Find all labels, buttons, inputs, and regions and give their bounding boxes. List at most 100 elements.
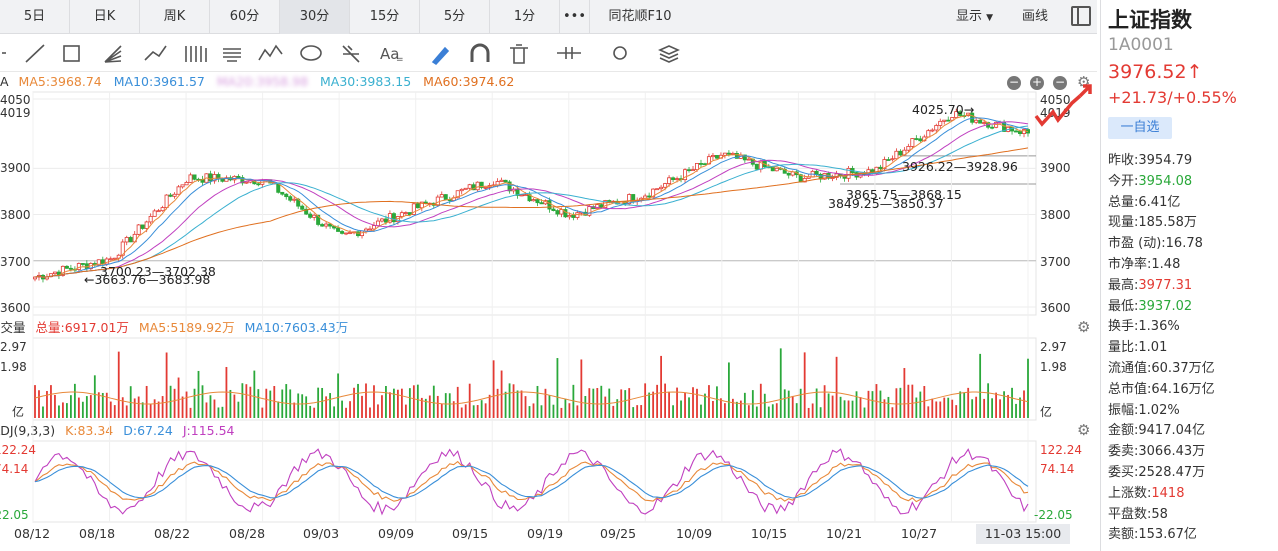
- candle-body: [387, 213, 392, 223]
- candle-body: [830, 177, 835, 179]
- candle-body: [72, 268, 77, 271]
- volume-settings-gear-icon[interactable]: ⚙: [1077, 318, 1091, 336]
- candle-body: [80, 263, 85, 265]
- candle-body: [714, 155, 719, 159]
- candle-body: [679, 178, 684, 181]
- annotation-3: 3849.25—3850.37: [828, 196, 944, 211]
- date-tick: 10/09: [676, 526, 712, 541]
- stats-list: 昨收:3954.79 今开:3954.08 总量:6.41亿 现量:185.58万 市盈…: [1108, 151, 1276, 546]
- candle-body: [336, 227, 341, 232]
- stat-value: 1.02%: [1138, 402, 1180, 418]
- more-tabs-button[interactable]: •••: [560, 0, 590, 34]
- zoom-in-button[interactable]: +: [1030, 75, 1044, 90]
- stat-value: 1.36%: [1138, 319, 1180, 335]
- draw-line-button[interactable]: 画线: [1022, 9, 1049, 24]
- candle-body: [100, 259, 105, 265]
- kdj-d: D:67.24: [123, 423, 173, 438]
- tab-f10[interactable]: 同花顺F10: [608, 9, 672, 24]
- candle-body: [738, 154, 743, 159]
- candle-body: [946, 119, 951, 122]
- candle-body: [172, 193, 177, 197]
- candle-body: [56, 271, 61, 276]
- axis-right-4019: 4019: [1040, 106, 1071, 120]
- candle-body: [958, 111, 963, 116]
- stat-label: 现量:: [1108, 215, 1139, 231]
- display-menu[interactable]: 显示 ▼: [956, 0, 993, 34]
- candle-body: [922, 136, 927, 142]
- candle-body: [910, 138, 915, 147]
- candle-body: [986, 122, 991, 128]
- volume-ma5-line: [34, 391, 1029, 405]
- stat-row: 平盘数:58: [1108, 505, 1276, 526]
- candle-body: [906, 146, 911, 151]
- stat-label: 平盘数:: [1108, 506, 1152, 522]
- kdj-axis-right-mid: 74.14: [1040, 462, 1074, 476]
- tab-5min[interactable]: 5分: [420, 0, 490, 34]
- candle-body: [531, 199, 536, 202]
- volume-legend: 成交量 总量:6917.01万 MA5:5189.92万 MA10:7603.4…: [0, 320, 348, 336]
- stat-value: 153.67亿: [1138, 527, 1197, 543]
- candle-body: [236, 175, 241, 178]
- candle-body: [463, 187, 468, 190]
- tab-1min[interactable]: 1分: [490, 0, 560, 34]
- ma20-line: [34, 121, 1029, 278]
- candle-body: [192, 174, 197, 180]
- tab-30min[interactable]: 30分: [280, 0, 350, 34]
- candle-body: [663, 183, 668, 188]
- layout-toggle-icon[interactable]: [1071, 6, 1091, 26]
- ma60-line: [34, 147, 1029, 278]
- candle-body: [890, 158, 895, 161]
- candle-body: [431, 202, 436, 206]
- candle-body: [188, 174, 193, 183]
- candle-body: [627, 194, 632, 205]
- candle-body: [706, 156, 711, 165]
- candle-body: [595, 204, 600, 210]
- candle-body: [68, 267, 73, 270]
- candle-body: [479, 181, 484, 188]
- stat-row: 流通值:60.37万亿: [1108, 359, 1276, 380]
- candle-body: [280, 191, 285, 195]
- date-tick: 10/27: [901, 526, 937, 541]
- candle-body: [224, 177, 229, 182]
- candle-body: [726, 152, 731, 155]
- candle-body: [316, 214, 321, 225]
- candle-body: [547, 200, 552, 210]
- candle-body: [655, 188, 660, 191]
- candle-body: [519, 194, 524, 197]
- axis-right-3700: 3700: [1040, 255, 1071, 269]
- tab-60min[interactable]: 60分: [210, 0, 280, 34]
- candle-body: [695, 163, 700, 171]
- pattern-tool-icon: [258, 44, 283, 61]
- candle-body: [136, 224, 141, 235]
- candle-body: [591, 206, 596, 210]
- tab-15min[interactable]: 15分: [350, 0, 420, 34]
- tab-daily-k[interactable]: 日K: [70, 0, 140, 34]
- candle-body: [40, 274, 45, 280]
- stat-value: 6.41亿: [1138, 194, 1181, 210]
- stat-row: 市盈 (动):16.78: [1108, 234, 1276, 255]
- candle-body: [340, 231, 345, 234]
- candle-body: [132, 233, 137, 243]
- minimize-button[interactable]: −: [1053, 75, 1067, 90]
- candle-body: [459, 188, 464, 192]
- add-watchlist-button[interactable]: 一自选: [1108, 117, 1172, 139]
- candle-body: [148, 215, 153, 223]
- candle-body: [427, 202, 432, 205]
- candle-body: [878, 166, 883, 170]
- annotation-2: 3865.75—3868.15: [846, 187, 962, 202]
- price-settings-gear-icon[interactable]: ⚙: [1077, 73, 1091, 91]
- candle-body: [639, 197, 644, 201]
- tab-weekly-k[interactable]: 周K: [140, 0, 210, 34]
- candle-body: [834, 173, 839, 178]
- candle-body: [367, 228, 372, 231]
- candle-body: [583, 211, 588, 216]
- candle-body: [527, 194, 532, 202]
- kdj-settings-gear-icon[interactable]: ⚙: [1077, 421, 1091, 439]
- zoom-out-button[interactable]: −: [1007, 75, 1021, 90]
- stat-value: 3066.43万: [1138, 444, 1206, 460]
- candle-body: [858, 172, 863, 178]
- stat-row: 今开:3954.08: [1108, 172, 1276, 193]
- tab-5day[interactable]: 5日: [0, 0, 70, 34]
- candle-body: [930, 129, 935, 132]
- chevron-down-icon: ▼: [986, 13, 994, 23]
